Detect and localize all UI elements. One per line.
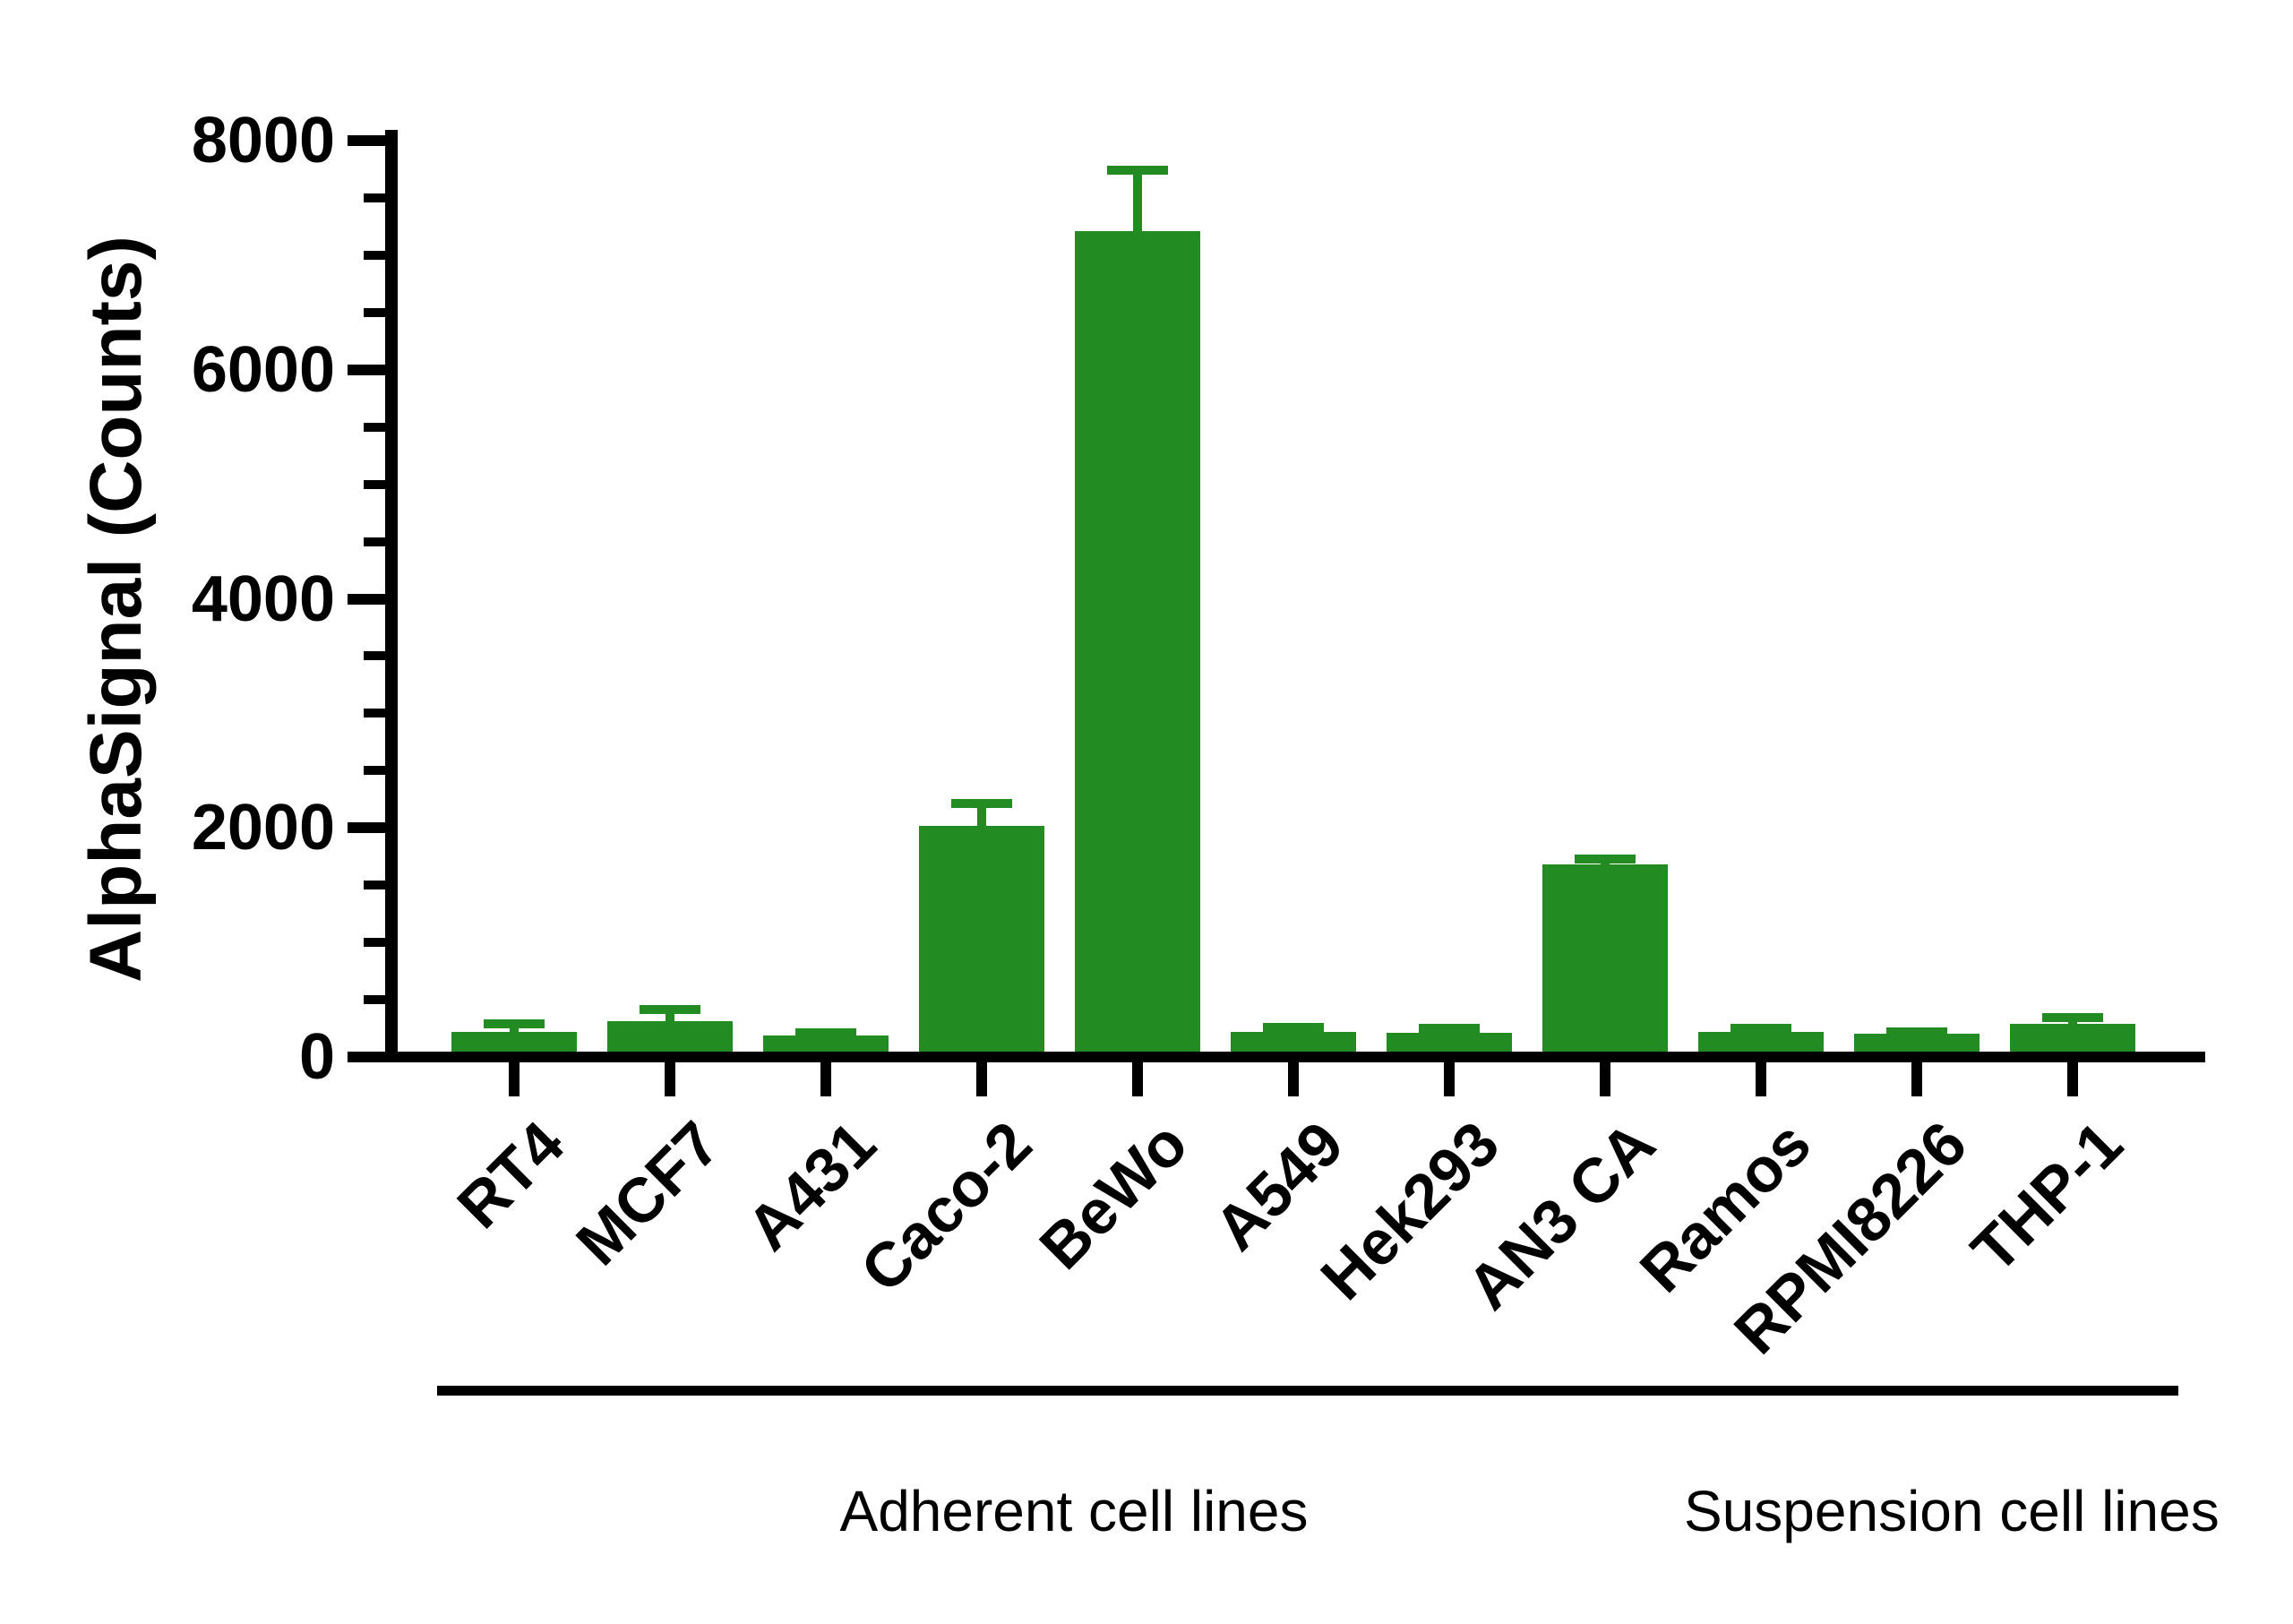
y-minor-tick	[364, 766, 385, 776]
bar	[1542, 864, 1668, 1057]
x-tick	[509, 1062, 520, 1096]
y-minor-tick	[364, 537, 385, 546]
y-minor-tick	[364, 422, 385, 432]
y-tick-label: 4000	[191, 563, 335, 635]
y-minor-tick	[364, 709, 385, 718]
group-label-suspension: Suspension cell lines	[1684, 1479, 2220, 1543]
y-minor-tick	[364, 995, 385, 1005]
y-major-tick	[348, 1052, 385, 1062]
bar	[2010, 1023, 2135, 1057]
x-tick	[976, 1062, 987, 1096]
error-bar-cap	[1419, 1023, 1480, 1033]
error-bar-stem	[1133, 166, 1142, 235]
error-bar-stem	[977, 799, 986, 829]
group-label-adherent: Adherent cell lines	[839, 1479, 1309, 1543]
y-minor-tick	[364, 651, 385, 661]
y-minor-tick	[364, 881, 385, 890]
y-minor-tick	[364, 938, 385, 948]
x-tick	[2067, 1062, 2078, 1096]
y-major-tick	[348, 135, 385, 146]
y-minor-tick	[364, 479, 385, 489]
x-tick	[1756, 1062, 1766, 1096]
y-tick-label: 2000	[191, 792, 335, 864]
y-tick-label: 6000	[191, 333, 335, 406]
y-tick-label: 8000	[191, 105, 335, 176]
y-major-tick	[348, 364, 385, 375]
y-major-tick	[348, 593, 385, 605]
error-bar-cap	[795, 1028, 856, 1038]
bar	[607, 1020, 733, 1057]
group-underline	[1684, 1386, 2178, 1396]
error-bar-cap	[640, 1005, 700, 1015]
x-tick	[1911, 1062, 1922, 1096]
bar	[919, 825, 1044, 1057]
x-tick	[820, 1062, 831, 1096]
y-minor-tick	[364, 193, 385, 202]
x-tick	[1288, 1062, 1299, 1096]
x-tick	[1132, 1062, 1143, 1096]
error-bar-cap	[1107, 166, 1168, 176]
bar	[1075, 231, 1200, 1057]
error-bar-cap	[1730, 1023, 1791, 1033]
x-tick	[1444, 1062, 1455, 1096]
y-tick-label: 0	[298, 1021, 335, 1093]
y-minor-tick	[364, 307, 385, 317]
x-axis-line	[385, 1052, 2205, 1062]
error-bar-cap	[1886, 1027, 1947, 1037]
y-major-tick	[348, 822, 385, 834]
error-bar-cap	[951, 799, 1012, 809]
error-bar-cap	[2042, 1013, 2103, 1023]
x-tick	[1600, 1062, 1610, 1096]
x-tick	[665, 1062, 675, 1096]
error-bar-cap	[484, 1018, 545, 1028]
error-bar-cap	[1263, 1023, 1324, 1033]
y-axis-spine	[385, 130, 398, 1062]
group-underline	[437, 1386, 1711, 1396]
y-minor-tick	[364, 250, 385, 260]
error-bar-cap	[1575, 854, 1636, 864]
error-bar-stem	[666, 1005, 674, 1025]
